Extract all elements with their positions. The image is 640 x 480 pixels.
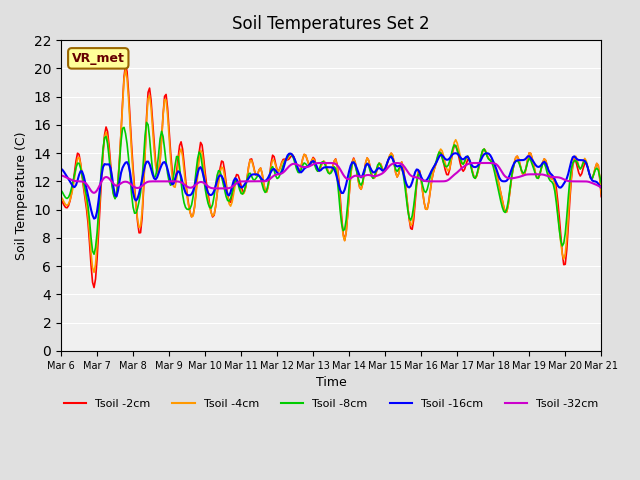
Y-axis label: Soil Temperature (C): Soil Temperature (C) <box>15 131 28 260</box>
Tsoil -8cm <box>90 252 98 257</box>
Line: Tsoil -8cm: Tsoil -8cm <box>61 122 601 254</box>
Tsoil -32cm <box>597 184 605 190</box>
Tsoil -8cm <box>143 120 150 125</box>
Tsoil -16cm <box>534 164 542 170</box>
Tsoil -2cm <box>368 171 376 177</box>
Tsoil -16cm <box>597 185 605 191</box>
Tsoil -4cm <box>122 67 129 72</box>
Tsoil -8cm <box>398 165 406 170</box>
Tsoil -4cm <box>161 96 168 102</box>
Tsoil -16cm <box>385 157 392 163</box>
Tsoil -32cm <box>386 163 394 168</box>
Tsoil -4cm <box>90 269 98 275</box>
Tsoil -16cm <box>90 216 98 221</box>
Tsoil -32cm <box>321 160 329 166</box>
Tsoil -4cm <box>368 171 376 177</box>
Tsoil -8cm <box>386 154 394 160</box>
Tsoil -16cm <box>57 166 65 171</box>
Tsoil -16cm <box>366 165 374 170</box>
Tsoil -8cm <box>57 187 65 193</box>
Legend: Tsoil -2cm, Tsoil -4cm, Tsoil -8cm, Tsoil -16cm, Tsoil -32cm: Tsoil -2cm, Tsoil -4cm, Tsoil -8cm, Tsoi… <box>60 395 603 414</box>
Tsoil -32cm <box>159 179 167 184</box>
Line: Tsoil -16cm: Tsoil -16cm <box>61 153 601 218</box>
Tsoil -8cm <box>368 174 376 180</box>
Tsoil -4cm <box>597 191 605 197</box>
Tsoil -8cm <box>72 165 80 170</box>
Tsoil -2cm <box>90 285 98 290</box>
Tsoil -4cm <box>57 194 65 200</box>
Tsoil -2cm <box>72 158 80 164</box>
Tsoil -2cm <box>161 94 168 99</box>
Tsoil -16cm <box>452 150 460 156</box>
Text: VR_met: VR_met <box>72 52 125 65</box>
Tsoil -16cm <box>396 163 404 168</box>
Tsoil -8cm <box>161 146 168 152</box>
Tsoil -32cm <box>72 178 80 184</box>
Tsoil -8cm <box>597 180 605 186</box>
Line: Tsoil -4cm: Tsoil -4cm <box>61 70 601 272</box>
Tsoil -4cm <box>72 164 80 170</box>
Tsoil -4cm <box>398 159 406 165</box>
Title: Soil Temperatures Set 2: Soil Temperatures Set 2 <box>232 15 430 33</box>
X-axis label: Time: Time <box>316 376 346 389</box>
Tsoil -16cm <box>72 182 80 188</box>
Tsoil -2cm <box>597 194 605 200</box>
Tsoil -2cm <box>122 61 129 67</box>
Tsoil -32cm <box>398 161 406 167</box>
Tsoil -32cm <box>90 190 98 196</box>
Tsoil -32cm <box>534 171 542 177</box>
Line: Tsoil -32cm: Tsoil -32cm <box>61 163 601 193</box>
Tsoil -2cm <box>534 175 542 181</box>
Tsoil -2cm <box>398 159 406 165</box>
Tsoil -2cm <box>57 197 65 203</box>
Tsoil -32cm <box>368 173 376 179</box>
Line: Tsoil -2cm: Tsoil -2cm <box>61 64 601 288</box>
Tsoil -4cm <box>534 175 542 181</box>
Tsoil -2cm <box>386 153 394 158</box>
Tsoil -32cm <box>57 173 65 179</box>
Tsoil -4cm <box>386 153 394 158</box>
Tsoil -8cm <box>534 176 542 181</box>
Tsoil -16cm <box>159 160 167 166</box>
